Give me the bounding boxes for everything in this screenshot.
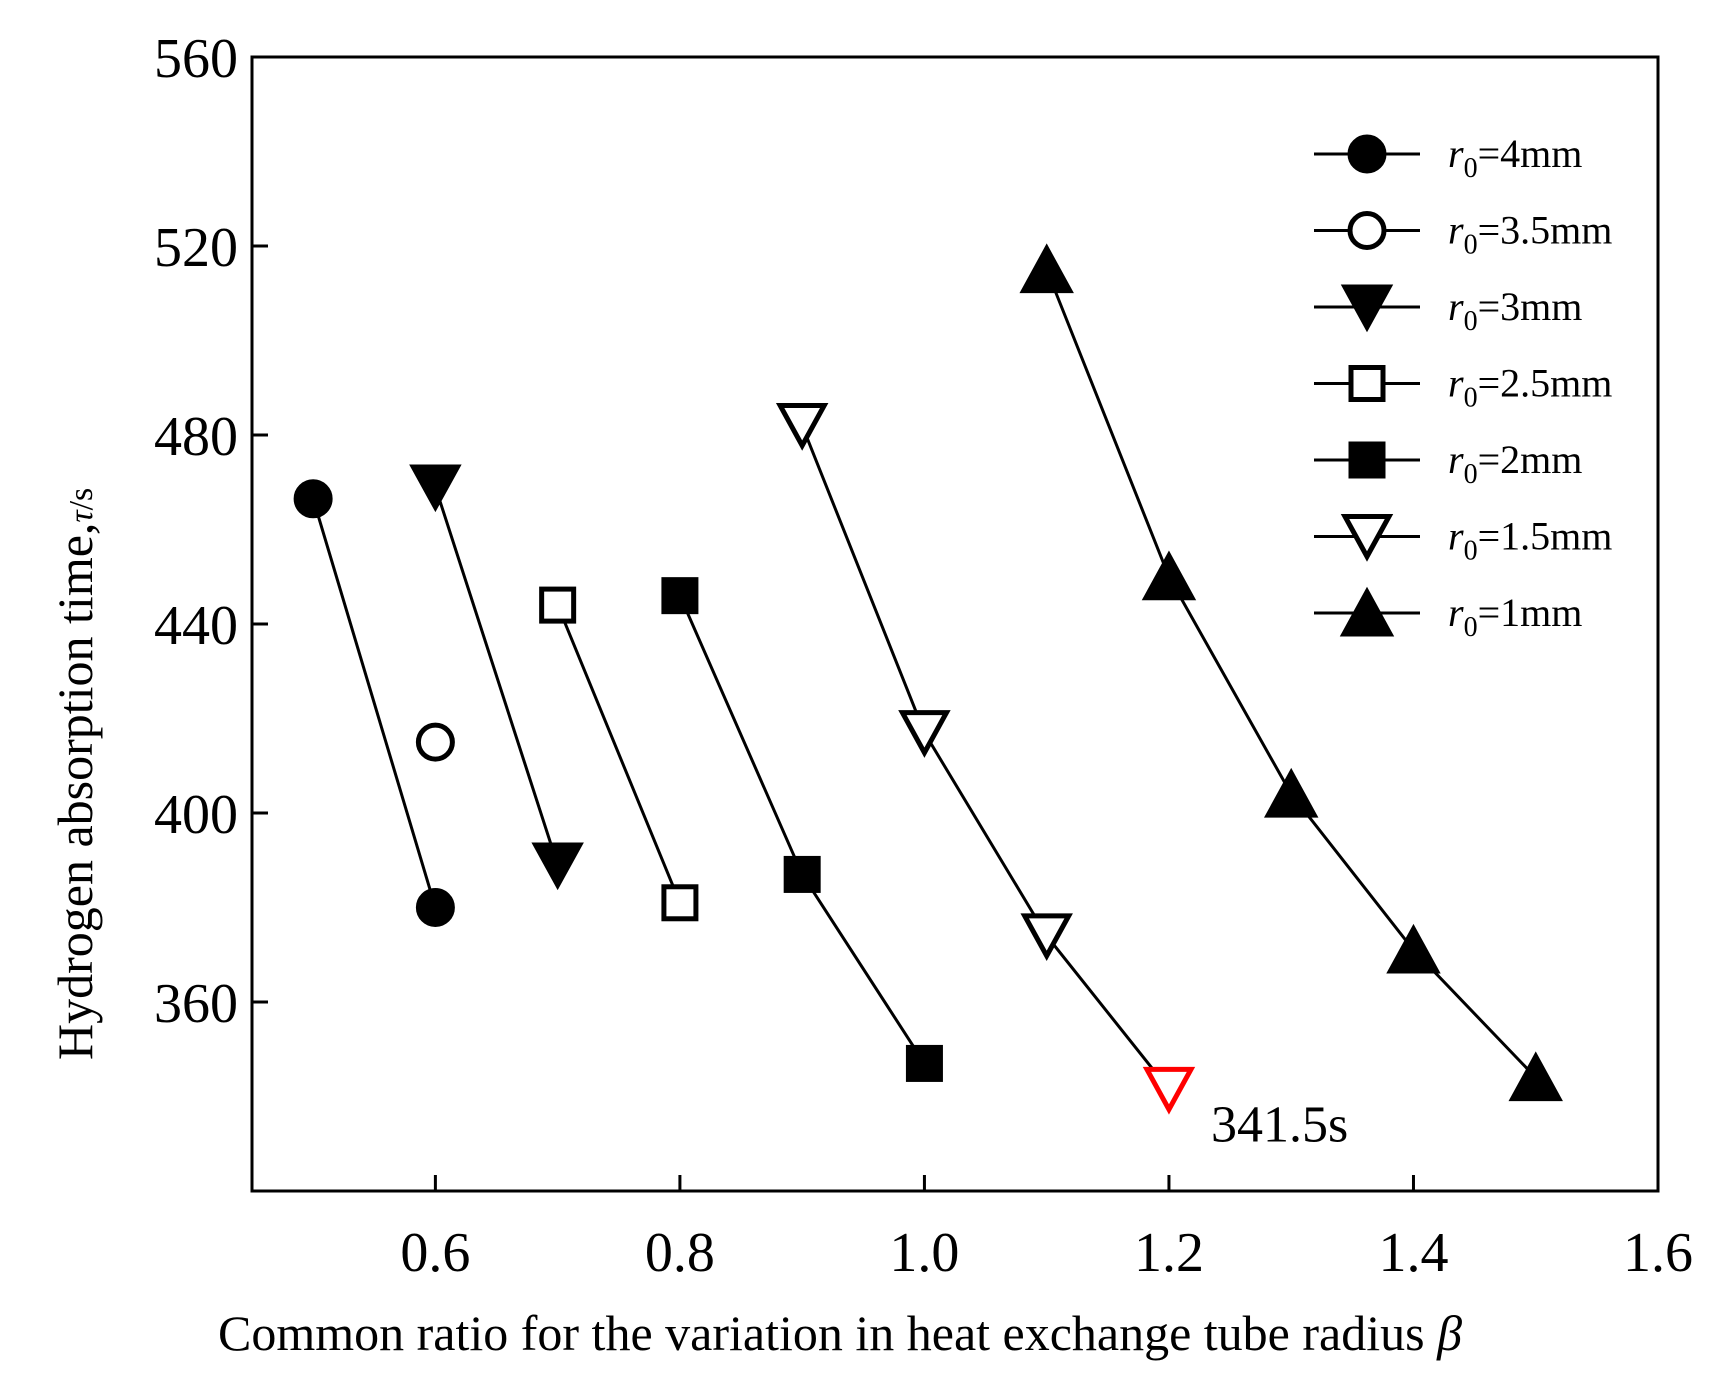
annotations: 341.5s	[1211, 1096, 1348, 1153]
x-tick-label: 1.4	[1378, 1222, 1448, 1284]
y-tick-label: 480	[154, 406, 238, 468]
x-tick-label: 1.2	[1134, 1222, 1204, 1284]
series-line-r0-2mm	[678, 595, 926, 1065]
data-point-r0-2-5mm	[539, 586, 577, 624]
data-point-r0-2mm	[661, 577, 699, 615]
legend-marker-r0-2mm	[1348, 441, 1386, 479]
y-tick-label: 560	[154, 28, 238, 90]
x-tick-label: 1.6	[1623, 1222, 1693, 1284]
data-point-r0-2-5mm	[661, 884, 699, 922]
data-point-r0-4mm	[293, 479, 333, 519]
data-point-r0-2mm	[783, 855, 821, 893]
x-axis-title: Common ratio for the variation in heat e…	[218, 1305, 1462, 1361]
data-point-r0-1mm	[1386, 923, 1441, 974]
series-line-r0-1-5mm	[800, 424, 1171, 1091]
data-point-r0-1-5mm	[1142, 1066, 1196, 1115]
legend-label-r0-2mm: r0=2mm	[1448, 437, 1582, 490]
y-tick-label: 440	[154, 595, 238, 657]
x-tick-label: 1.0	[889, 1222, 959, 1284]
data-point-r0-1-5mm	[1020, 913, 1073, 962]
legend-marker-r0-3mm	[1340, 284, 1394, 333]
legend-label-r0-4mm: r0=4mm	[1448, 131, 1582, 184]
series-line-r0-4mm	[311, 498, 437, 908]
y-tick-label: 400	[154, 784, 238, 846]
legend-label-r0-1-5mm: r0=1.5mm	[1448, 514, 1612, 567]
x-tick-label: 0.6	[400, 1222, 470, 1284]
legend-marker-r0-1mm	[1339, 586, 1395, 637]
series-line-r0-2-5mm	[556, 604, 682, 904]
legend-marker-r0-1-5mm	[1340, 514, 1394, 562]
data-point-r0-1-5mm	[775, 403, 829, 451]
series-markers	[293, 243, 1563, 1115]
x-tick-label: 0.8	[645, 1222, 715, 1284]
data-point-r0-1mm	[1508, 1051, 1563, 1102]
legend-marker-r0-4mm	[1347, 134, 1387, 174]
data-point-r0-1mm	[1263, 767, 1319, 818]
legend-label-r0-3-5mm: r0=3.5mm	[1448, 208, 1612, 261]
legend: r0=4mm r0=3.5mm r0=3mm r0=2.5mm r0=2mm r0=1.5…	[1314, 131, 1612, 643]
series-line-r0-3mm	[433, 486, 560, 866]
data-point-r0-1mm	[1141, 550, 1197, 601]
legend-label-r0-1mm: r0=1mm	[1448, 590, 1582, 643]
y-tick-label: 520	[154, 217, 238, 279]
legend-label-r0-2-5mm: r0=2.5mm	[1448, 361, 1612, 414]
data-point-r0-3-5mm	[415, 722, 455, 762]
data-point-r0-1mm	[1019, 243, 1074, 294]
y-axis-title: Hydrogen absorption time,τ/s	[47, 488, 103, 1060]
data-point-r0-4mm	[415, 888, 455, 927]
y-tick-label: 360	[154, 973, 238, 1035]
min-value-annotation: 341.5s	[1211, 1096, 1348, 1153]
data-point-r0-3mm	[531, 842, 584, 891]
data-point-r0-2mm	[905, 1044, 943, 1082]
axis-ticks: 0.6 0.8 1.0 1.2 1.4 1.6 360 400 440 480 520 560	[154, 28, 1693, 1284]
data-point-r0-1-5mm	[898, 710, 951, 758]
legend-marker-r0-3-5mm	[1347, 211, 1387, 250]
data-point-r0-3mm	[409, 464, 462, 513]
legend-marker-r0-2-5mm	[1348, 365, 1386, 402]
legend-label-r0-3mm: r0=3mm	[1448, 284, 1582, 337]
